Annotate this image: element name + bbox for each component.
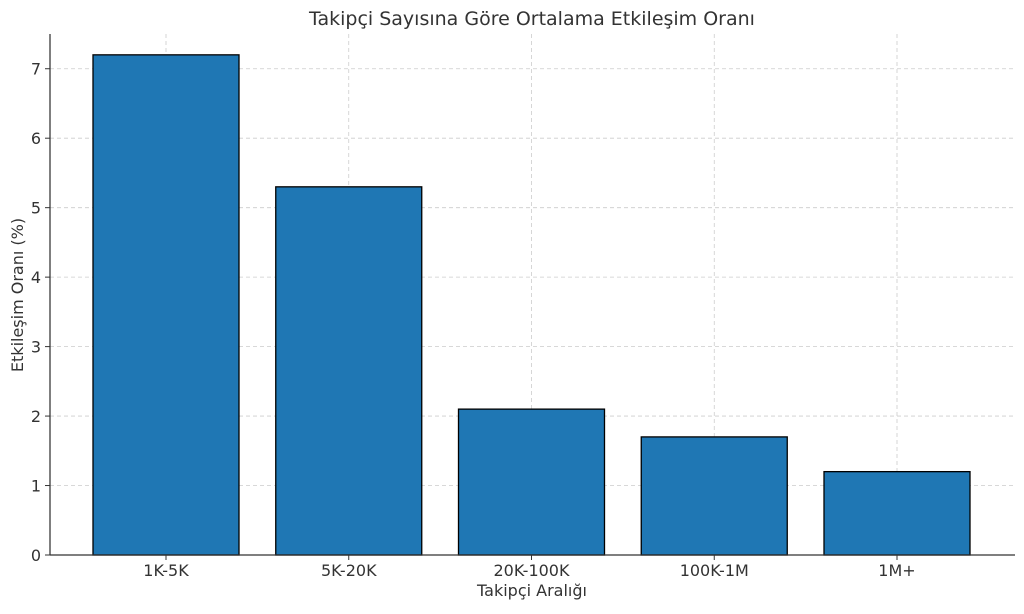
x-tick-label: 100K-1M xyxy=(680,561,749,580)
chart-title: Takipçi Sayısına Göre Ortalama Etkileşim… xyxy=(308,8,755,30)
x-axis-label: Takipçi Aralığı xyxy=(476,581,587,600)
bar xyxy=(457,408,606,556)
y-tick-label: 0 xyxy=(31,546,41,565)
y-tick-label: 1 xyxy=(31,477,41,496)
bar xyxy=(640,436,788,556)
x-tick-label: 20K-100K xyxy=(494,561,570,580)
y-tick-label: 7 xyxy=(31,60,41,79)
y-ticks: 0 1 2 3 4 5 6 7 xyxy=(31,60,50,565)
x-tick-label: 1M+ xyxy=(878,561,915,580)
y-tick-label: 4 xyxy=(31,268,41,287)
y-tick-label: 2 xyxy=(31,407,41,426)
x-tick-label: 5K-20K xyxy=(321,561,377,580)
x-tick-label: 1K-5K xyxy=(143,561,189,580)
axes xyxy=(49,34,1015,556)
bars xyxy=(92,54,971,556)
y-tick-label: 6 xyxy=(31,129,41,148)
bar xyxy=(92,54,240,556)
x-ticks: 1K-5K 5K-20K 20K-100K 100K-1M 1M+ xyxy=(143,555,916,580)
bar xyxy=(823,470,971,556)
y-tick-label: 5 xyxy=(31,199,41,218)
y-axis-label: Etkileşim Oranı (%) xyxy=(8,218,27,372)
y-tick-label: 3 xyxy=(31,338,41,357)
bar xyxy=(275,186,423,556)
